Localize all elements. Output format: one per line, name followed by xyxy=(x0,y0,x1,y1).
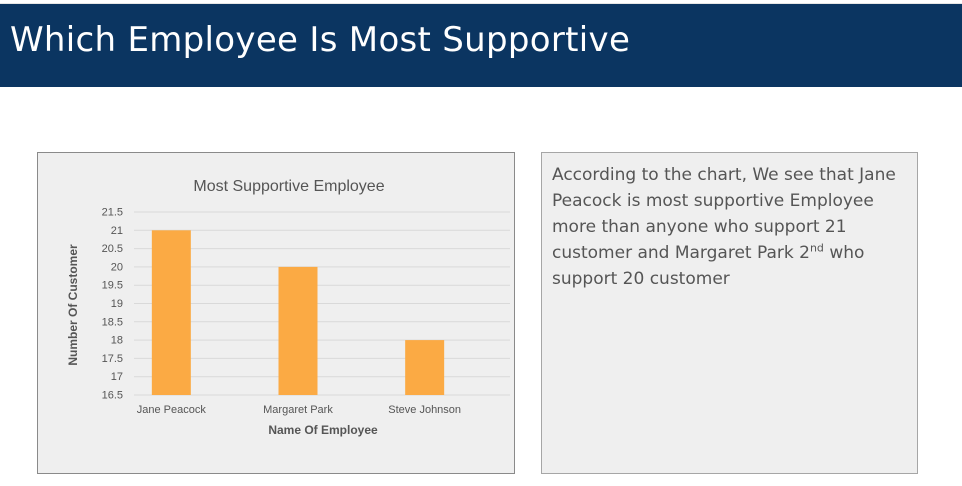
y-tick-label: 21 xyxy=(111,225,123,237)
y-axis-ticks: 16.5 17 17.5 18 18.5 19 19.5 20 20.5 21 21.5 xyxy=(102,207,123,402)
x-tick-label: Steve Johnson xyxy=(388,404,461,416)
y-axis-label: Number Of Customer xyxy=(66,244,80,366)
y-tick-label: 21.5 xyxy=(102,207,123,219)
y-tick-label: 19.5 xyxy=(102,280,123,292)
bar xyxy=(405,340,445,395)
gridlines xyxy=(134,211,510,396)
chart-title: Most Supportive Employee xyxy=(193,178,384,195)
chart-panel: Most Supportive Employee 16.5 17 17.5 18 18.… xyxy=(37,152,515,474)
bar xyxy=(151,230,191,395)
x-axis-label: Name Of Employee xyxy=(268,423,378,437)
description-text: According to the chart, We see that Jane… xyxy=(552,162,907,292)
top-edge xyxy=(0,0,962,4)
x-axis-ticks: Jane Peacock Margaret Park Steve Johnson xyxy=(137,404,461,416)
description-panel: According to the chart, We see that Jane… xyxy=(541,152,918,474)
page-title: Which Employee Is Most Supportive xyxy=(10,20,631,60)
x-tick-label: Margaret Park xyxy=(263,404,333,416)
bars xyxy=(151,230,445,395)
title-bar: Which Employee Is Most Supportive xyxy=(0,4,962,87)
y-tick-label: 16.5 xyxy=(102,390,123,402)
description-part-2: who support 20 customer xyxy=(552,243,865,289)
ordinal-number: 2 xyxy=(799,243,810,263)
y-tick-label: 17 xyxy=(111,371,123,383)
bar-chart: Most Supportive Employee 16.5 17 17.5 18 18.… xyxy=(66,178,510,437)
ordinal-suffix: nd xyxy=(809,241,824,255)
y-tick-label: 20 xyxy=(111,261,123,273)
y-tick-label: 17.5 xyxy=(102,353,123,365)
y-tick-label: 20.5 xyxy=(102,243,123,255)
x-tick-label: Jane Peacock xyxy=(137,404,207,416)
y-tick-label: 18.5 xyxy=(102,316,123,328)
y-tick-label: 18 xyxy=(111,335,123,347)
bar xyxy=(278,266,318,395)
description-part-1: According to the chart, We see that Jane… xyxy=(552,165,896,263)
y-tick-label: 19 xyxy=(111,298,123,310)
